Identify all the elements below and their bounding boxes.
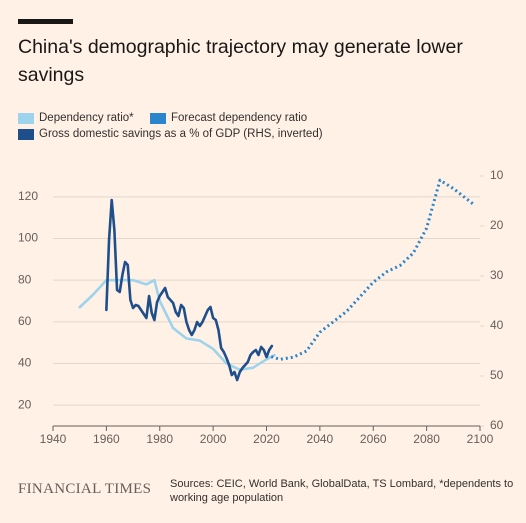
legend-entry: Dependency ratio* [18,112,134,124]
brand-bar [18,19,73,24]
legend-entry: Gross domestic savings as a % of GDP (RH… [18,128,323,140]
legend-label: Forecast dependency ratio [171,112,308,124]
y2-tick-label: 10 [490,168,504,182]
y-tick-label: 20 [18,397,32,411]
x-tick-label: 1980 [146,432,173,446]
legend-label: Dependency ratio* [39,112,134,124]
x-tick-label: 1940 [40,432,67,446]
brand: FINANCIAL TIMES [18,481,152,497]
legend-swatch [18,128,34,140]
y2-tick-label: 40 [490,318,504,332]
y2-tick-label: 50 [490,368,504,382]
x-tick-label: 2080 [413,432,440,446]
y2-tick-label: 60 [490,418,504,432]
y-tick-label: 100 [18,231,38,245]
x-tick-label: 2000 [200,432,227,446]
x-tick-label: 2020 [253,432,280,446]
x-tick-label: 2040 [307,432,334,446]
legend-entry: Forecast dependency ratio [150,112,307,124]
chart-title: China's demographic trajectory may gener… [18,36,463,86]
y-tick-label: 40 [18,356,32,370]
legend-label: Gross domestic savings as a % of GDP (RH… [39,128,323,140]
y-tick-label: 60 [18,314,32,328]
source: Sources: CEIC, World Bank, GlobalData, T… [170,478,514,504]
y2-tick-label: 30 [490,268,504,282]
x-tick-label: 2100 [467,432,494,446]
series-line [105,198,274,382]
y-tick-label: 120 [18,189,38,203]
y2-tick-label: 20 [490,218,504,232]
legend-swatch [18,112,34,124]
series-line [266,178,476,361]
x-tick-label: 2060 [360,432,387,446]
series-line [78,278,276,372]
legend-swatch [150,112,166,124]
x-tick-label: 1960 [93,432,120,446]
y-tick-label: 80 [18,272,32,286]
